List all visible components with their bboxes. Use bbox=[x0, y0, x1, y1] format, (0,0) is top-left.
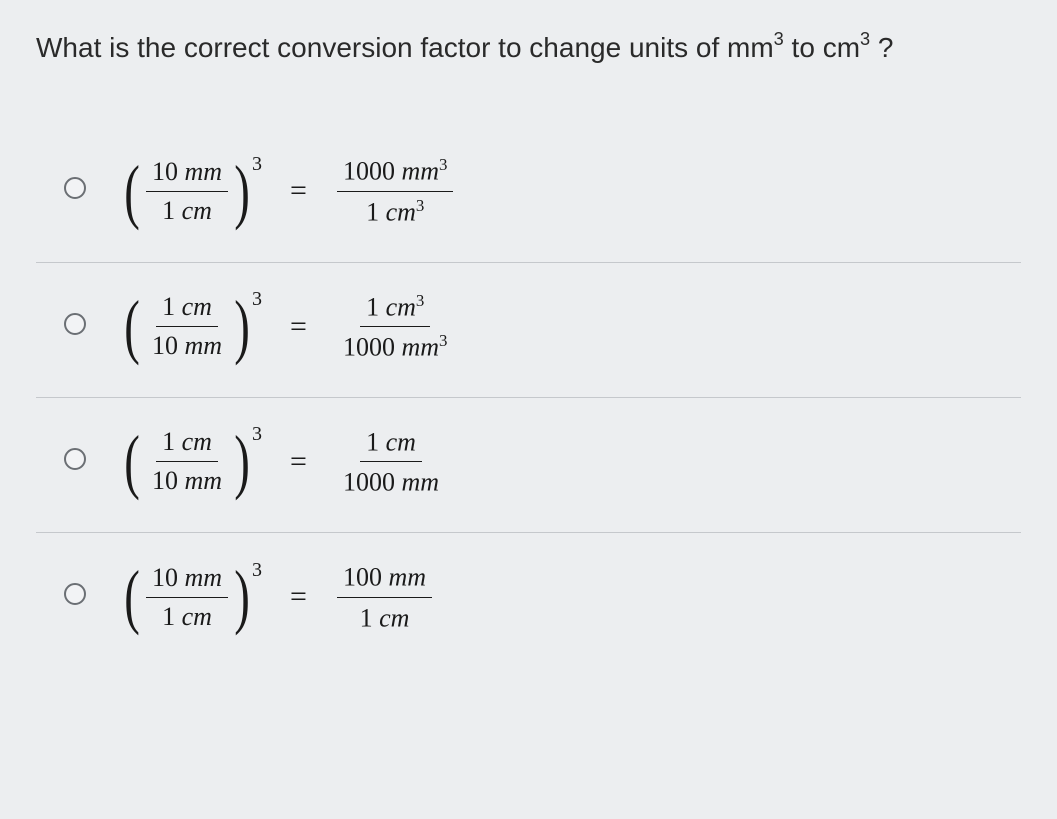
num-unit: cm bbox=[386, 292, 416, 321]
equals-sign: = bbox=[290, 310, 307, 344]
num-val: 100 bbox=[343, 563, 382, 592]
equation-d: ( 10 mm 1 cm ) 3 = 100 mm 1 cm bbox=[120, 561, 434, 633]
den-val: 1 bbox=[366, 198, 379, 227]
den-val: 10 bbox=[152, 466, 178, 495]
num-val: 1000 bbox=[343, 157, 395, 186]
den-unit: cm bbox=[386, 198, 416, 227]
left-fraction: 1 cm 10 mm bbox=[146, 427, 228, 496]
den-unit: mm bbox=[401, 333, 439, 362]
paren-close-icon: ) bbox=[234, 163, 250, 221]
num-unit: mm bbox=[401, 157, 439, 186]
question-mid: to cm bbox=[784, 32, 860, 63]
den-val: 1 bbox=[162, 602, 175, 631]
den-sup: 3 bbox=[439, 331, 447, 350]
num-unit: mm bbox=[184, 563, 222, 592]
den-sup: 3 bbox=[416, 196, 424, 215]
num-unit: cm bbox=[182, 292, 212, 321]
num-unit: mm bbox=[184, 157, 222, 186]
num-val: 10 bbox=[152, 157, 178, 186]
exponent: 3 bbox=[252, 288, 262, 311]
left-fraction: 10 mm 1 cm bbox=[146, 563, 228, 632]
left-fraction: 1 cm 10 mm bbox=[146, 292, 228, 361]
num-val: 10 bbox=[152, 563, 178, 592]
question-prefix: What is the correct conversion factor to… bbox=[36, 32, 774, 63]
den-unit: mm bbox=[401, 468, 439, 497]
option-d[interactable]: ( 10 mm 1 cm ) 3 = 100 mm 1 cm bbox=[36, 533, 1021, 667]
num-unit: cm bbox=[386, 427, 416, 456]
den-unit: mm bbox=[184, 466, 222, 495]
paren-open-icon: ( bbox=[124, 433, 140, 491]
question-sup2: 3 bbox=[860, 29, 870, 49]
exponent: 3 bbox=[252, 559, 262, 582]
radio-d[interactable] bbox=[64, 583, 86, 605]
num-unit: mm bbox=[388, 563, 426, 592]
den-val: 1 bbox=[162, 196, 175, 225]
den-val: 1 bbox=[360, 603, 373, 632]
den-unit: cm bbox=[182, 602, 212, 631]
num-sup: 3 bbox=[439, 155, 447, 174]
left-fraction: 10 mm 1 cm bbox=[146, 157, 228, 226]
right-fraction: 100 mm 1 cm bbox=[337, 561, 432, 633]
paren-open-icon: ( bbox=[124, 568, 140, 626]
question-text: What is the correct conversion factor to… bbox=[36, 28, 1021, 67]
den-val: 1000 bbox=[343, 333, 395, 362]
den-val: 10 bbox=[152, 331, 178, 360]
num-val: 1 bbox=[366, 292, 379, 321]
equals-sign: = bbox=[290, 174, 307, 208]
paren-open-icon: ( bbox=[124, 163, 140, 221]
right-fraction: 1000 mm3 1 cm3 bbox=[337, 155, 454, 227]
option-b[interactable]: ( 1 cm 10 mm ) 3 = 1 cm3 1000 mm3 bbox=[36, 263, 1021, 398]
equation-a: ( 10 mm 1 cm ) 3 = 1000 mm3 1 cm3 bbox=[120, 155, 455, 227]
question-sup1: 3 bbox=[774, 29, 784, 49]
paren-close-icon: ) bbox=[234, 433, 250, 491]
num-val: 1 bbox=[366, 427, 379, 456]
den-unit: mm bbox=[184, 331, 222, 360]
options-list: ( 10 mm 1 cm ) 3 = 1000 mm3 1 cm3 bbox=[36, 127, 1021, 667]
question-suffix: ? bbox=[870, 32, 893, 63]
num-val: 1 bbox=[162, 292, 175, 321]
num-val: 1 bbox=[162, 427, 175, 456]
equation-c: ( 1 cm 10 mm ) 3 = 1 cm 1000 mm bbox=[120, 426, 447, 498]
num-unit: cm bbox=[182, 427, 212, 456]
option-a[interactable]: ( 10 mm 1 cm ) 3 = 1000 mm3 1 cm3 bbox=[36, 127, 1021, 262]
exponent: 3 bbox=[252, 423, 262, 446]
equals-sign: = bbox=[290, 445, 307, 479]
paren-close-icon: ) bbox=[234, 568, 250, 626]
right-fraction: 1 cm 1000 mm bbox=[337, 426, 445, 498]
num-sup: 3 bbox=[416, 291, 424, 310]
den-unit: cm bbox=[182, 196, 212, 225]
radio-c[interactable] bbox=[64, 448, 86, 470]
radio-b[interactable] bbox=[64, 313, 86, 335]
radio-a[interactable] bbox=[64, 177, 86, 199]
right-fraction: 1 cm3 1000 mm3 bbox=[337, 291, 454, 363]
equation-b: ( 1 cm 10 mm ) 3 = 1 cm3 1000 mm3 bbox=[120, 291, 455, 363]
equals-sign: = bbox=[290, 580, 307, 614]
paren-close-icon: ) bbox=[234, 298, 250, 356]
den-val: 1000 bbox=[343, 468, 395, 497]
exponent: 3 bbox=[252, 153, 262, 176]
question-page: What is the correct conversion factor to… bbox=[0, 0, 1057, 819]
den-unit: cm bbox=[379, 603, 409, 632]
paren-open-icon: ( bbox=[124, 298, 140, 356]
option-c[interactable]: ( 1 cm 10 mm ) 3 = 1 cm 1000 mm bbox=[36, 398, 1021, 533]
